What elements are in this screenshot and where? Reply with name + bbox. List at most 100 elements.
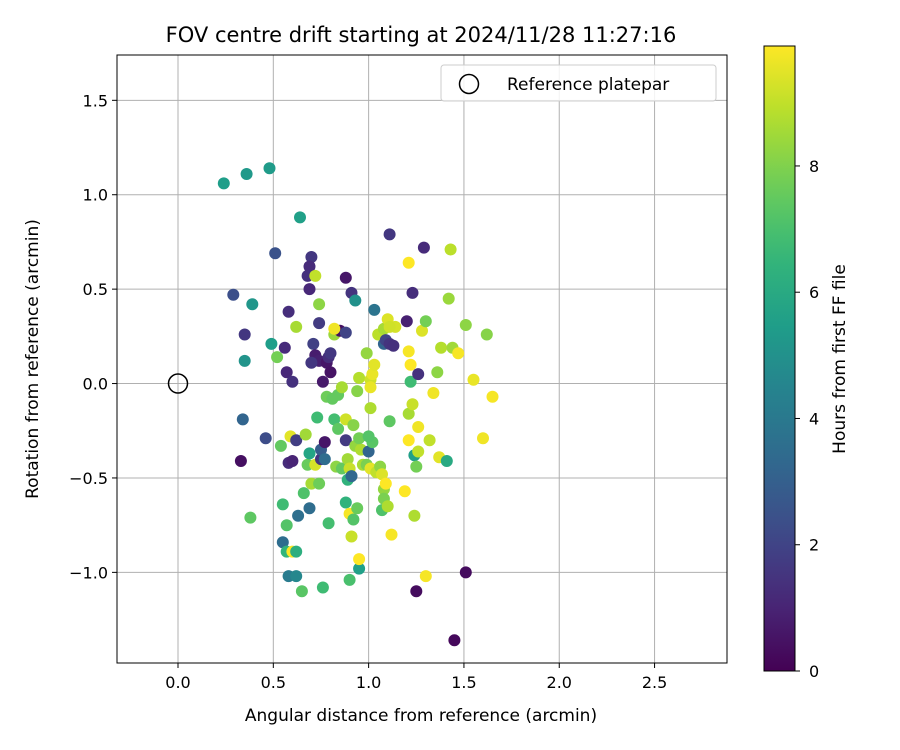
scatter-point [265,337,278,350]
scatter-point [412,421,425,433]
scatter-point [477,432,489,445]
scatter-point [360,347,373,360]
scatter-point [276,498,289,511]
scatter-point [324,366,337,379]
plot-area: 0.0 0.5 1.0 1.5 2.0 2.5 −1.0 −0.5 0.0 0.5 1.0 1.5 [69,54,728,692]
scatter-point [246,298,259,311]
scatter-point [305,356,318,369]
scatter-point [459,566,472,579]
scatter-point [416,324,428,337]
scatter-point [435,341,448,354]
scatter-point [387,339,400,352]
scatter-point [227,288,240,301]
scatter-point [328,413,341,426]
scatter-point [353,371,366,384]
scatter-point [423,434,436,447]
scatter-point [341,453,354,466]
y-tick-label: 0.5 [83,280,108,299]
scatter-point [376,468,388,481]
x-tick-label: 1.0 [356,673,381,692]
scatter-point [410,460,423,473]
scatter-point [349,294,362,307]
scatter-point [408,509,421,522]
scatter-point [299,428,312,441]
x-tick-label: 1.5 [451,673,476,692]
scatter-point [486,390,499,403]
x-tick-label: 0.5 [261,673,286,692]
colorbar-frame [763,45,796,672]
scatter-point [339,496,352,509]
scatter-point [292,509,305,522]
scatter-point [278,341,291,354]
scatter-point [318,453,331,466]
scatter-point [351,385,364,398]
colorbar-tick-label: 2 [809,536,819,555]
y-tick-label: −1.0 [69,563,108,582]
scatter-point [444,243,457,256]
scatter-point [217,177,230,190]
scatter-point [295,585,308,598]
scatter-point [440,455,453,467]
legend-reference-marker [458,73,480,95]
scatter-point [383,320,396,333]
colorbar-tick-label: 8 [809,157,819,176]
colorbar-tick-label: 0 [809,662,819,681]
scatter-point [406,286,419,299]
scatter-point [234,455,247,467]
scatter-point [303,260,316,273]
scatter-point [280,366,293,379]
scatter-point [347,419,360,432]
scatter-point [274,439,287,452]
scatter-point [339,271,352,284]
chart-title: FOV centre drift starting at 2024/11/28 … [166,23,677,47]
scatter-point [263,162,276,175]
scatter-point [410,585,423,598]
scatter-point [307,337,320,350]
y-tick-label: 1.5 [83,91,108,110]
x-axis-label: Angular distance from reference (arcmin) [245,706,597,726]
scatter-point [353,432,366,445]
scatter-point [412,368,425,381]
scatter-point [313,317,326,330]
scatter-point [303,447,316,460]
colorbar-tick-label: 6 [809,283,819,302]
scatter-point [427,387,440,399]
scatter-points [217,162,499,647]
scatter-point [406,398,419,411]
colorbar-tick-label: 4 [809,409,819,428]
y-tick-label: −0.5 [69,469,108,488]
scatter-point [313,298,326,311]
scatter-point [309,269,322,282]
scatter-point [467,373,480,386]
scatter-point [353,562,366,575]
scatter-point [335,381,348,394]
scatter-point [280,519,293,532]
x-tick-label: 0.0 [165,673,190,692]
scatter-point [339,326,352,339]
scatter-point [290,320,303,333]
scatter-point [244,511,257,524]
scatter-point [322,517,335,530]
scatter-point [404,358,417,371]
scatter-point [383,415,396,428]
scatter-point [276,536,289,549]
scatter-point [402,256,415,269]
scatter-point [316,581,329,594]
scatter-point [316,375,329,388]
scatter-point [419,570,432,583]
scatter-point [398,485,411,498]
scatter-point [385,528,398,541]
y-axis-ticks: −1.0 −0.5 0.0 0.5 1.0 1.5 [69,91,117,582]
scatter-point [364,381,377,394]
scatter-point [303,502,316,515]
x-tick-label: 2.5 [642,673,667,692]
scatter-point [271,351,284,364]
scatter-point [345,530,358,543]
scatter-point [290,434,303,447]
reference-platepar-marker [167,373,189,394]
scatter-point [402,407,415,420]
scatter-point [324,347,337,360]
scatter-point [332,422,345,435]
scatter-point [364,402,377,415]
